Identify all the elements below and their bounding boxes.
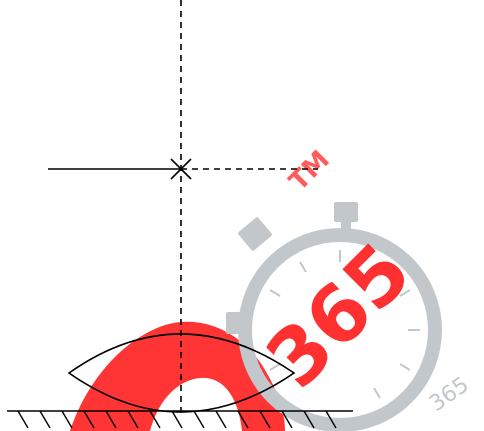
stopwatch-ticks: [269, 250, 420, 399]
watermark-trademark: TM: [284, 145, 336, 197]
watermark-red-arc-inner: [150, 377, 242, 431]
stopwatch-button-left-top: [238, 217, 272, 251]
ground-hatching: [17, 410, 337, 429]
stopwatch-button-left: [226, 312, 248, 334]
diagram-lines: [7, 0, 353, 429]
focus-cross-mark: [170, 158, 192, 180]
watermark: 365 TM 365: [70, 145, 474, 431]
biconvex-lens: [67, 333, 296, 413]
stopwatch-crown-top: [334, 202, 358, 222]
watermark-small-text: 365: [425, 372, 474, 417]
stopwatch-crown-stem: [341, 220, 351, 234]
